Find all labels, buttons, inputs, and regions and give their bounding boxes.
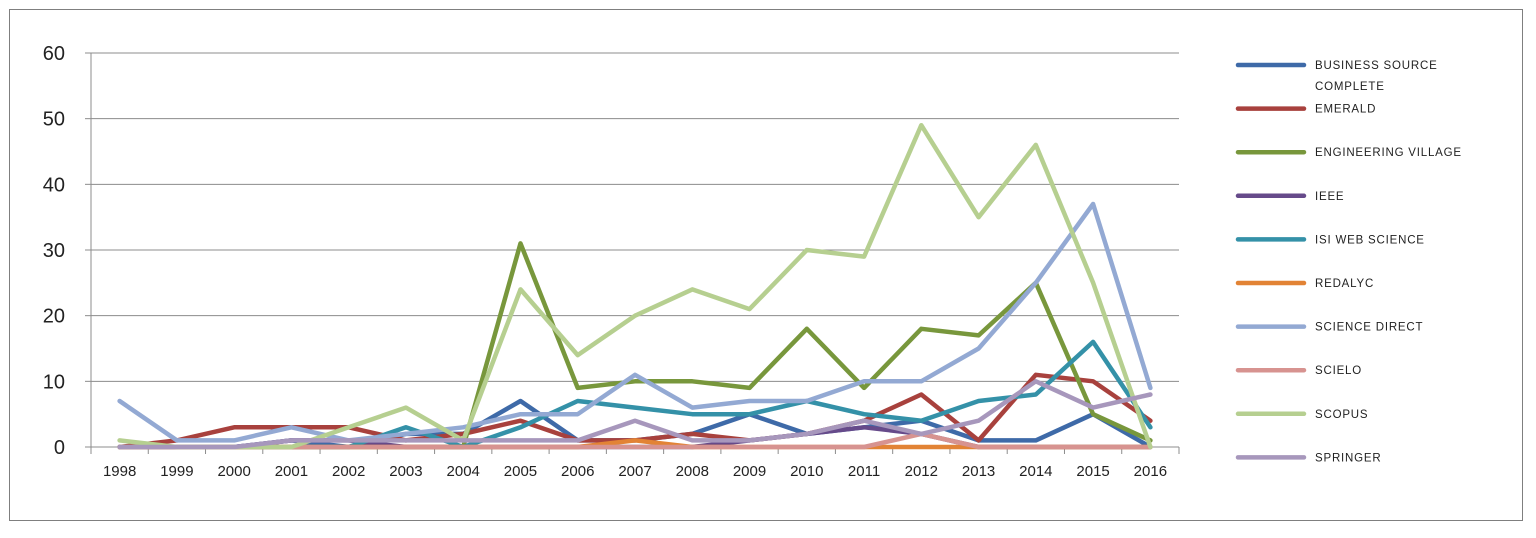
y-tick-label: 0 <box>54 437 65 459</box>
x-tick-label: 2007 <box>618 463 651 480</box>
x-tick-label: 2003 <box>389 463 422 480</box>
series-line-10 <box>117 379 1153 450</box>
series-line-3 <box>117 241 1153 450</box>
series-line-7 <box>117 201 1153 443</box>
x-tick-label: 2016 <box>1134 463 1167 480</box>
x-tick-label: 2009 <box>733 463 766 480</box>
y-tick-label: 40 <box>43 174 65 196</box>
y-tick-label: 30 <box>43 240 65 262</box>
x-tick-label: 2002 <box>332 463 365 480</box>
y-tick-label: 20 <box>43 306 65 328</box>
chart-frame: 0 10 20 30 40 50 60 1998 1999 2000 2001 2002 2003 20… <box>9 9 1523 521</box>
x-tick-label: 2010 <box>790 463 823 480</box>
y-tick-label: 50 <box>43 109 65 131</box>
x-tick-label: 1999 <box>160 463 193 480</box>
x-tick-label: 2012 <box>905 463 938 480</box>
x-tick-label: 2000 <box>217 463 250 480</box>
legend-label: REDALYC <box>1315 278 1374 290</box>
y-tick-label: 60 <box>43 43 65 65</box>
line-chart: 0 10 20 30 40 50 60 1998 1999 2000 2001 2002 2003 20… <box>43 43 1462 480</box>
gridlines <box>91 52 1179 382</box>
legend-label: EMERALD <box>1315 104 1376 116</box>
x-tick-label: 2011 <box>848 463 880 480</box>
legend-label: BUSINESS SOURCE COMPLETE <box>1315 60 1438 93</box>
legend-label: SCIENCE DIRECT <box>1315 322 1423 334</box>
x-tick-label: 2006 <box>561 463 594 480</box>
legend-label: SPRINGER <box>1315 452 1381 464</box>
x-tick-label: 2004 <box>447 463 480 480</box>
series-line-9 <box>117 122 1153 450</box>
x-tick-label: 2013 <box>962 463 995 480</box>
legend: BUSINESS SOURCE COMPLETE EMERALD ENGINEERIN… <box>1235 60 1462 464</box>
legend-label: IEEE <box>1315 191 1344 203</box>
x-tick-label: 2015 <box>1076 463 1109 480</box>
x-tick-label: 1998 <box>103 463 136 480</box>
y-tick-label: 10 <box>43 371 65 393</box>
legend-label: ISI WEB SCIENCE <box>1315 234 1425 246</box>
legend-label: ENGINEERING VILLAGE <box>1315 147 1462 159</box>
legend-label: SCIELO <box>1315 365 1362 377</box>
x-tick-label: 2014 <box>1019 463 1052 480</box>
x-tick-label: 2005 <box>504 463 537 480</box>
x-tick-label: 2001 <box>275 463 308 480</box>
x-tick-label: 2008 <box>676 463 709 480</box>
x-tick-labels: 1998 1999 2000 2001 2002 2003 2004 2005 2006 2007… <box>103 463 1167 480</box>
series-lines <box>117 122 1153 450</box>
legend-label: SCOPUS <box>1315 409 1368 421</box>
y-tick-labels: 0 10 20 30 40 50 60 <box>43 43 65 459</box>
